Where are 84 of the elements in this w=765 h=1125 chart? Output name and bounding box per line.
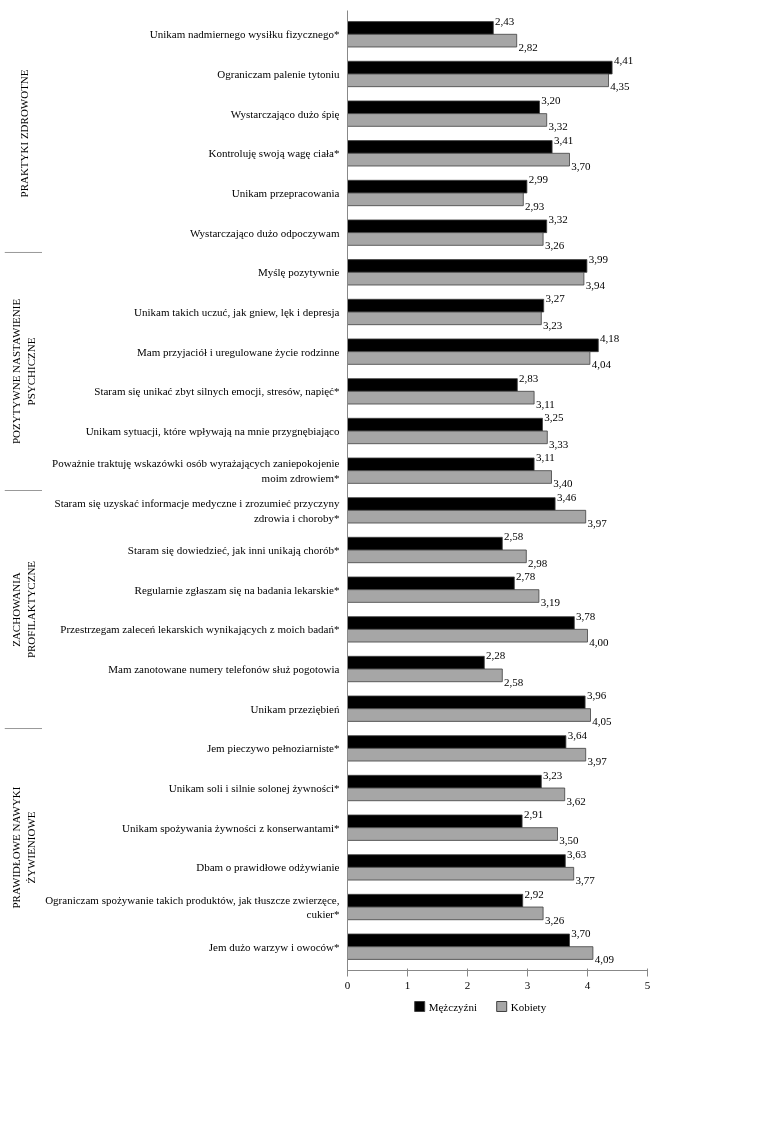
y-tick-label: Przestrzegam zaleceń lekarskich wynikających z moich badań* xyxy=(60,623,340,636)
y-tick-label: Unikam spożywania żywności z konserwantami* xyxy=(122,821,340,834)
data-label: 3,20 xyxy=(541,94,562,107)
data-label: 3,11 xyxy=(535,397,555,410)
data-label: 4,09 xyxy=(594,953,615,966)
y-tick-label: Mam zanotowane numery telefonów służ pogotowia xyxy=(108,663,340,676)
data-label: 3,70 xyxy=(571,159,592,172)
data-label: 3,78 xyxy=(576,609,596,622)
data-label: 4,05 xyxy=(592,715,613,728)
x-tick-label: 3 xyxy=(524,978,531,991)
x-tick-label: 1 xyxy=(404,978,411,991)
y-tick-label: Unikam nadmiernego wysiłku fizycznego* xyxy=(149,28,340,41)
data-label: 2,99 xyxy=(528,173,549,186)
data-label: 2,91 xyxy=(523,808,544,821)
data-label: 3,27 xyxy=(545,292,566,305)
data-label: 4,41 xyxy=(613,54,634,67)
y-tick-label: Staram się dowiedzieć, jak inni unikają chorób* xyxy=(127,544,340,556)
data-label: 2,82 xyxy=(518,40,538,53)
y-tick-label: Kontroluję swoją wagę ciała* xyxy=(208,147,340,160)
y-tick-label: Regularnie zgłaszam się na badania lekarskie* xyxy=(134,583,340,596)
data-label: 4,00 xyxy=(589,635,610,648)
data-label: 3,77 xyxy=(575,873,596,886)
data-label: 3,32 xyxy=(548,120,568,133)
data-label: 2,58 xyxy=(504,530,524,543)
y-tick-label: Wystarczająco dużo odpoczywam xyxy=(189,226,340,239)
y-tick-label: Unikam takich uczuć, jak gniew, lęk i depresja xyxy=(134,305,340,318)
data-label: 3,19 xyxy=(540,596,561,609)
data-label: 2,28 xyxy=(486,649,506,662)
data-label: 4,18 xyxy=(600,332,620,345)
text: PRAWIDŁOWE NAWYKI ŻYWIENIOWE xyxy=(10,786,37,909)
data-label: 2,83 xyxy=(519,371,539,384)
x-tick-label: 4 xyxy=(584,978,591,991)
y-tick-label: Unikam soli i silnie solonej żywności* xyxy=(168,782,340,795)
data-label: 4,35 xyxy=(610,80,631,93)
y-tick-label: Unikam sytuacji, które wpływają na mnie przygnębiająco xyxy=(85,425,340,437)
data-label: 3,40 xyxy=(553,477,574,490)
text: ZACHOWANIA PROFILAKTYCZNE xyxy=(10,560,37,659)
data-label: 3,23 xyxy=(543,318,563,331)
data-label: 3,62 xyxy=(566,794,586,807)
data-label: 3,23 xyxy=(543,768,563,781)
x-tick-label: 2 xyxy=(464,978,471,991)
text: PRAKTYKI ZDROWOTNE xyxy=(17,69,30,198)
data-label: 3,46 xyxy=(556,490,577,503)
y-tick-label: Poważnie traktuję wskazówki osób wyrażających zaniepokojenie moim zdrowiem* xyxy=(52,457,340,484)
legend-label: Kobiety xyxy=(510,1000,547,1013)
data-label: 2,58 xyxy=(504,675,524,688)
data-label: 3,26 xyxy=(544,913,565,926)
y-tick-label: Staram się unikać zbyt silnych emocji, stresów, napięć* xyxy=(94,385,340,398)
y-tick-label: Mam przyjaciół i uregulowane życie rodzinne xyxy=(137,345,340,358)
y-tick-label: Ograniczam palenie tytoniu xyxy=(217,67,340,80)
x-tick-label: 5 xyxy=(644,978,651,991)
data-label: 3,50 xyxy=(559,834,580,847)
data-label: 3,99 xyxy=(588,252,609,265)
y-tick-label: Myślę pozytywnie xyxy=(257,266,340,279)
text: POZYTYWNE NASTAWIENIE PSYCHICZNE xyxy=(10,298,37,445)
data-label: 3,41 xyxy=(553,133,574,146)
data-label: 3,96 xyxy=(586,689,607,702)
y-tick-label: Jem pieczywo pełnoziarniste* xyxy=(206,742,340,755)
data-label: 3,64 xyxy=(567,728,588,741)
data-label: 4,04 xyxy=(591,358,612,371)
data-label: 3,70 xyxy=(571,927,592,940)
data-label: 2,43 xyxy=(495,14,515,27)
data-label: 3,25 xyxy=(544,411,565,424)
y-tick-label: Unikam przeziębień xyxy=(250,702,340,715)
y-tick-label: Jem dużo warzyw i owoców* xyxy=(208,940,340,953)
data-label: 3,63 xyxy=(567,847,587,860)
data-label: 3,97 xyxy=(587,516,608,529)
y-tick-label: Ograniczam spożywanie takich produktów, jak tłuszcze zwierzęce, cukier* xyxy=(45,893,340,921)
data-label: 3,97 xyxy=(587,754,608,767)
data-label: 2,92 xyxy=(524,887,544,900)
y-tick-label: Wystarczająco dużo śpię xyxy=(230,107,340,120)
data-label: 2,93 xyxy=(525,199,545,212)
y-tick-label: Staram się uzyskać informacje medyczne i zrozumieć przyczyny zdrowia i choroby* xyxy=(54,497,340,524)
data-label: 2,98 xyxy=(528,556,548,569)
legend-label: Mężczyźni xyxy=(428,1000,477,1013)
data-label: 3,33 xyxy=(549,437,569,450)
data-label: 3,11 xyxy=(535,451,555,464)
data-label: 3,26 xyxy=(544,239,565,252)
y-tick-label: Dbam o prawidłowe odżywianie xyxy=(196,861,340,874)
y-tick-label: Unikam przepracowania xyxy=(231,186,340,199)
data-label: 3,32 xyxy=(548,213,568,226)
data-label: 2,78 xyxy=(516,570,536,583)
data-label: 3,94 xyxy=(585,278,606,291)
x-tick-label: 0 xyxy=(344,978,351,991)
